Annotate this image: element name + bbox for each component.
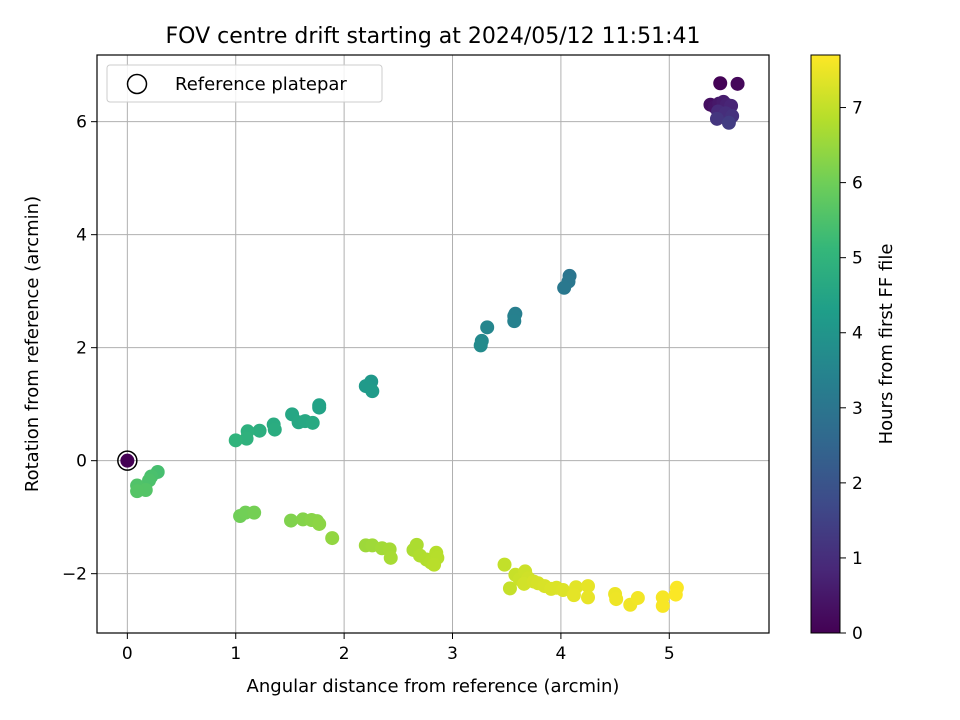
colorbar — [810, 54, 841, 634]
y-tick-label: 6 — [76, 113, 87, 133]
data-point — [228, 433, 243, 448]
data-point — [267, 422, 282, 437]
x-axis-ticks: 0 1 2 3 4 5 — [122, 633, 675, 664]
colorbar-tick-label: 6 — [852, 174, 863, 194]
y-tick-label: −2 — [62, 565, 87, 585]
data-point — [305, 415, 320, 430]
legend-box — [106, 64, 383, 103]
data-point — [730, 76, 745, 91]
data-point — [709, 111, 724, 126]
y-tick-label: 2 — [76, 339, 87, 359]
colorbar-ticks: 0 1 2 3 4 5 6 7 — [840, 99, 863, 644]
x-tick-label: 3 — [447, 644, 458, 664]
data-point — [247, 505, 262, 520]
data-point — [473, 338, 488, 353]
grid-lines — [97, 55, 769, 633]
legend: Reference platepar — [106, 64, 383, 103]
data-point — [284, 513, 299, 528]
data-point — [409, 537, 424, 552]
data-point — [556, 583, 571, 598]
x-tick-label: 4 — [555, 644, 566, 664]
data-point — [721, 115, 736, 130]
x-tick-label: 5 — [664, 644, 675, 664]
colorbar-tick-label: 1 — [852, 549, 863, 569]
data-point — [312, 516, 327, 531]
chart-title: FOV centre drift starting at 2024/05/12 … — [166, 24, 701, 49]
reference-ring — [117, 450, 138, 471]
data-point — [566, 588, 581, 603]
data-point — [630, 590, 645, 605]
data-point — [713, 76, 728, 91]
data-point — [480, 320, 495, 335]
plot-frame — [96, 54, 770, 634]
data-point — [580, 579, 595, 594]
data-points — [130, 76, 745, 613]
data-point — [427, 557, 442, 572]
data-point — [609, 592, 624, 607]
colorbar-tick-label: 2 — [852, 474, 863, 494]
y-tick-label: 4 — [76, 226, 87, 246]
x-tick-label: 0 — [122, 644, 133, 664]
colorbar-tick-label: 0 — [852, 624, 863, 644]
data-point — [497, 557, 512, 572]
data-point — [130, 484, 145, 499]
data-point — [655, 598, 670, 613]
data-point — [580, 590, 595, 605]
y-tick-label: 0 — [76, 452, 87, 472]
colorbar-label: Hours from first FF file — [876, 244, 897, 445]
data-point — [239, 431, 254, 446]
colorbar-tick-label: 3 — [852, 399, 863, 419]
data-point — [312, 400, 327, 415]
x-tick-label: 2 — [339, 644, 350, 664]
x-axis-label: Angular distance from reference (arcmin) — [247, 676, 620, 697]
data-point — [557, 280, 572, 295]
colorbar-tick-label: 4 — [852, 324, 863, 344]
colorbar-tick-label: 7 — [852, 99, 863, 119]
data-point — [383, 550, 398, 565]
reference-marker — [117, 450, 138, 471]
data-point — [507, 314, 522, 329]
y-axis-ticks: −2 0 2 4 6 — [62, 113, 97, 585]
data-point — [252, 423, 267, 438]
data-point — [325, 531, 340, 546]
data-point — [502, 581, 517, 596]
legend-marker-icon — [126, 73, 148, 95]
colorbar-tick-label: 5 — [852, 249, 863, 269]
x-tick-label: 1 — [230, 644, 241, 664]
legend-entry-label: Reference platepar — [175, 74, 347, 95]
data-point — [668, 587, 683, 602]
data-point — [365, 384, 380, 399]
reference-point — [120, 453, 135, 468]
y-axis-label: Rotation from reference (arcmin) — [22, 196, 43, 492]
